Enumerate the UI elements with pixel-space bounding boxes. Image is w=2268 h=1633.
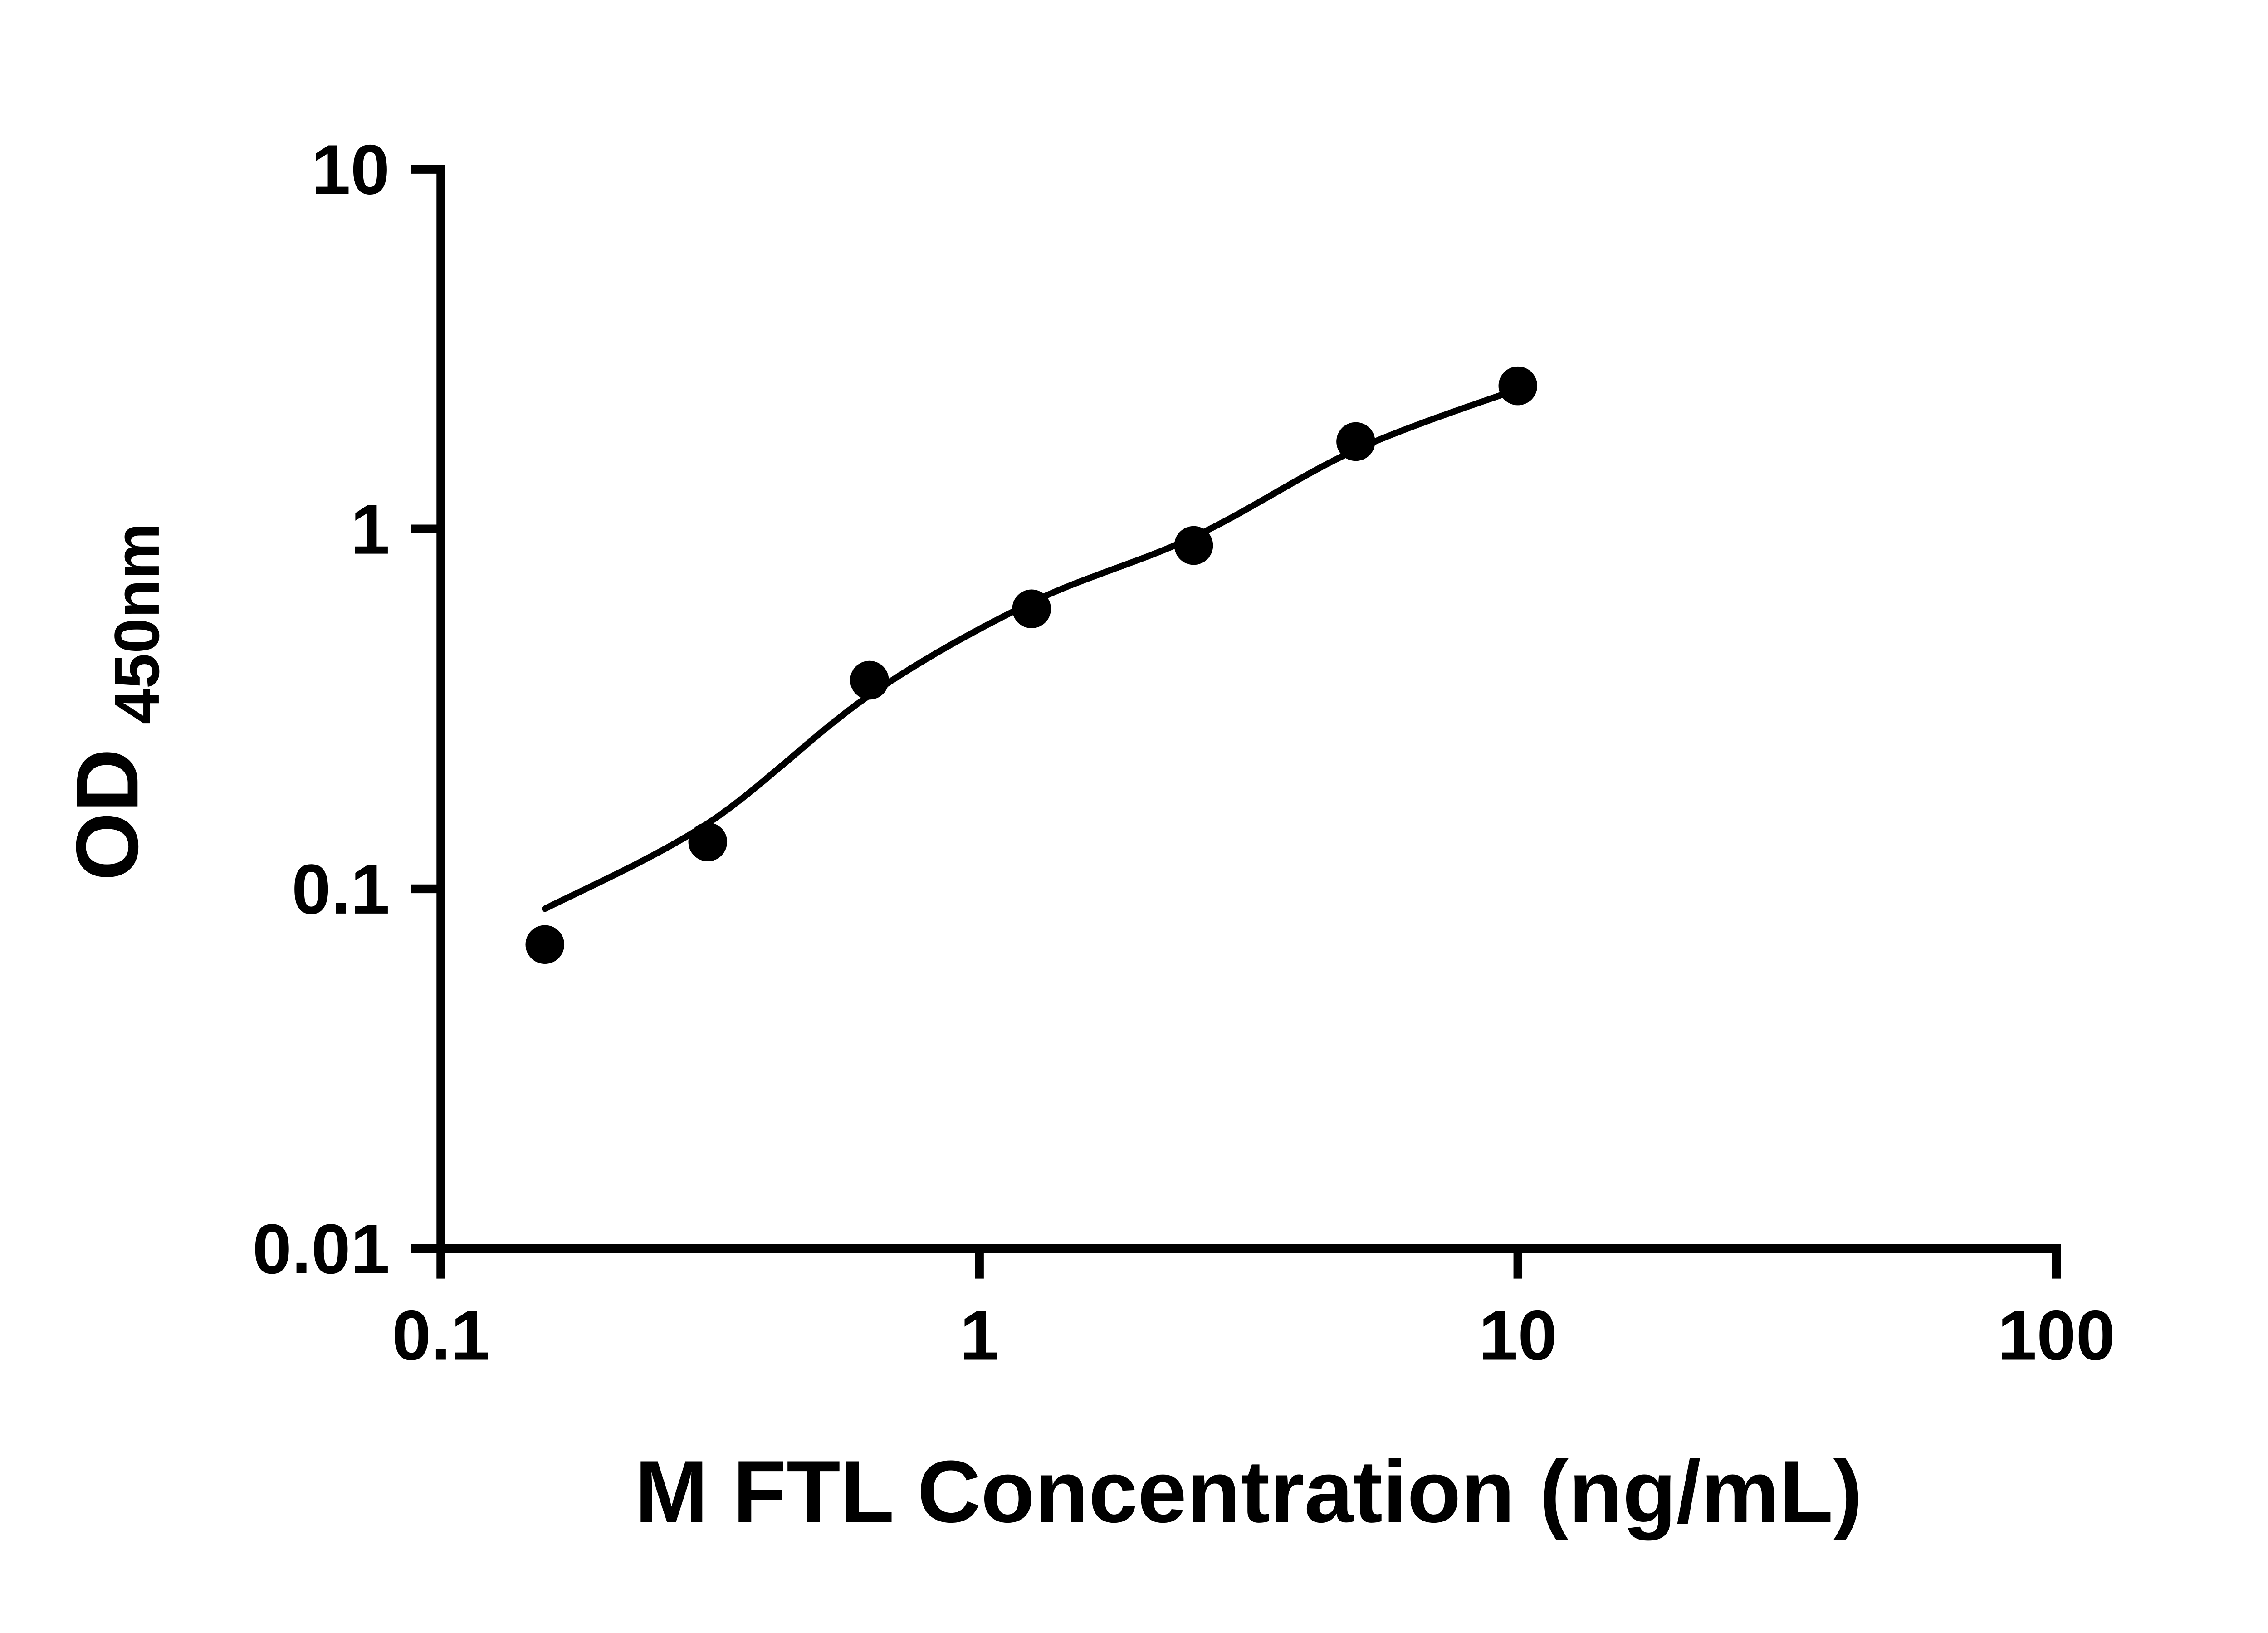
data-point bbox=[688, 822, 728, 861]
axis-frame bbox=[436, 165, 2061, 1253]
tick-marks bbox=[411, 165, 2061, 1279]
x-tick-label: 10 bbox=[1479, 1296, 1557, 1375]
data-point bbox=[1174, 526, 1213, 565]
y-tick-label: 10 bbox=[311, 130, 390, 209]
y-tick-label: 1 bbox=[351, 490, 390, 569]
data-point bbox=[1012, 589, 1051, 628]
y-tick-label: 0.01 bbox=[253, 1209, 390, 1288]
data-point bbox=[525, 925, 565, 964]
data-point bbox=[1498, 366, 1538, 406]
fitted-curve bbox=[542, 386, 1521, 912]
y-axis-title-subscript: 450nm bbox=[101, 523, 172, 724]
data-point bbox=[1336, 422, 1375, 461]
y-axis-title: OD 450nm bbox=[58, 523, 172, 881]
x-axis-title: M FTL Concentration (ng/mL) bbox=[635, 1442, 1862, 1541]
x-tick-label: 100 bbox=[1998, 1296, 2115, 1375]
axes bbox=[436, 165, 2061, 1253]
plot-area bbox=[525, 366, 1538, 964]
x-tick-label: 0.1 bbox=[392, 1296, 490, 1375]
y-tick-label: 0.1 bbox=[292, 850, 390, 929]
x-tick-label: 1 bbox=[960, 1296, 999, 1375]
y-axis-title-main: OD bbox=[58, 748, 156, 881]
data-point bbox=[850, 660, 889, 700]
